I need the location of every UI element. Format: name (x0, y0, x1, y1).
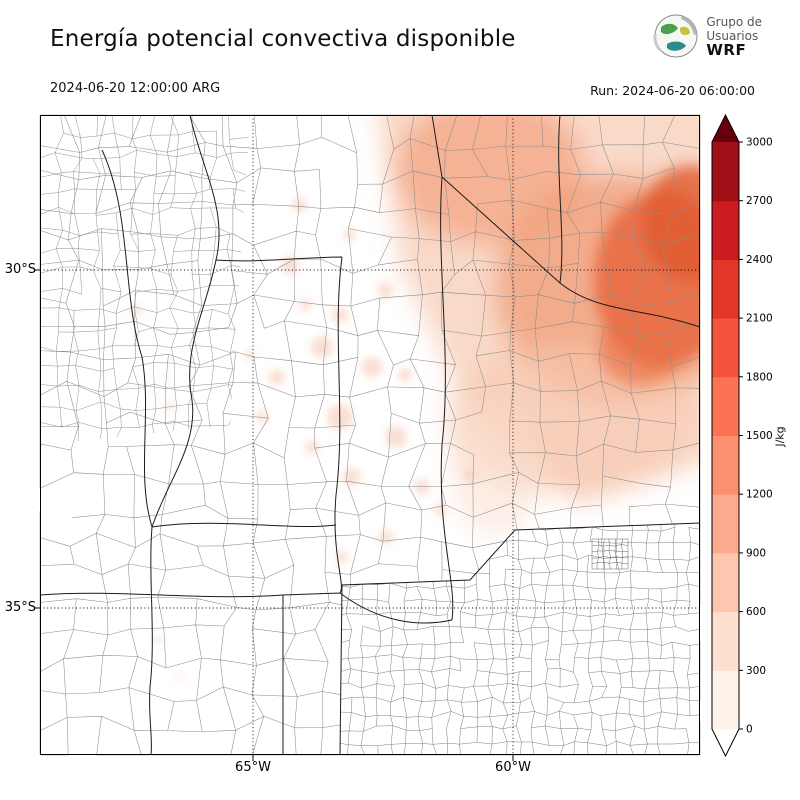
run-time-label: Run: 2024-06-20 06:00:00 (590, 83, 755, 98)
colorbar-tick-label: 2100 (746, 313, 773, 325)
page-title: Energía potencial convectiva disponible (50, 26, 516, 52)
lat-axis-label-30s: 30°S (4, 262, 36, 277)
colorbar-tick-label: 300 (746, 665, 766, 677)
colorbar-tick-label: 900 (746, 547, 766, 559)
map-panel (34, 114, 701, 761)
wrf-logo-globe-icon (653, 14, 698, 58)
colorbar-tick-label: 2400 (746, 254, 773, 266)
colorbar-tick-label: 2700 (746, 195, 773, 207)
colorbar: 0 300 600 900 1200 1500 1800 2100 2400 2700 3000 (711, 113, 773, 758)
lon-axis-label-60w: 60°W (495, 760, 531, 775)
logo-text-line1: Grupo de (706, 15, 762, 29)
colorbar-tick-label: 3000 (746, 137, 773, 149)
colorbar-unit-label: J/kg (773, 426, 787, 447)
colorbar-tick-label: 1500 (746, 430, 773, 442)
lat-axis-label-35s: 35°S (4, 600, 36, 615)
colorbar-tick-label: 1800 (746, 371, 773, 383)
valid-time-label: 2024-06-20 12:00:00 ARG (50, 81, 221, 96)
lon-axis-label-65w: 65°W (235, 760, 271, 775)
colorbar-tick-label: 600 (746, 606, 766, 618)
map-canvas (34, 114, 701, 761)
wrf-logo: Grupo de Usuarios WRF (653, 13, 762, 59)
colorbar-tick-label: 0 (746, 724, 753, 736)
logo-text-wrf: WRF (706, 41, 747, 59)
colorbar-tick-label: 1200 (746, 489, 773, 501)
colorbar-panel: 0 300 600 900 1200 1500 1800 2100 2400 2700 3000 (705, 108, 800, 788)
logo-text-line2: Usuarios (706, 29, 759, 43)
